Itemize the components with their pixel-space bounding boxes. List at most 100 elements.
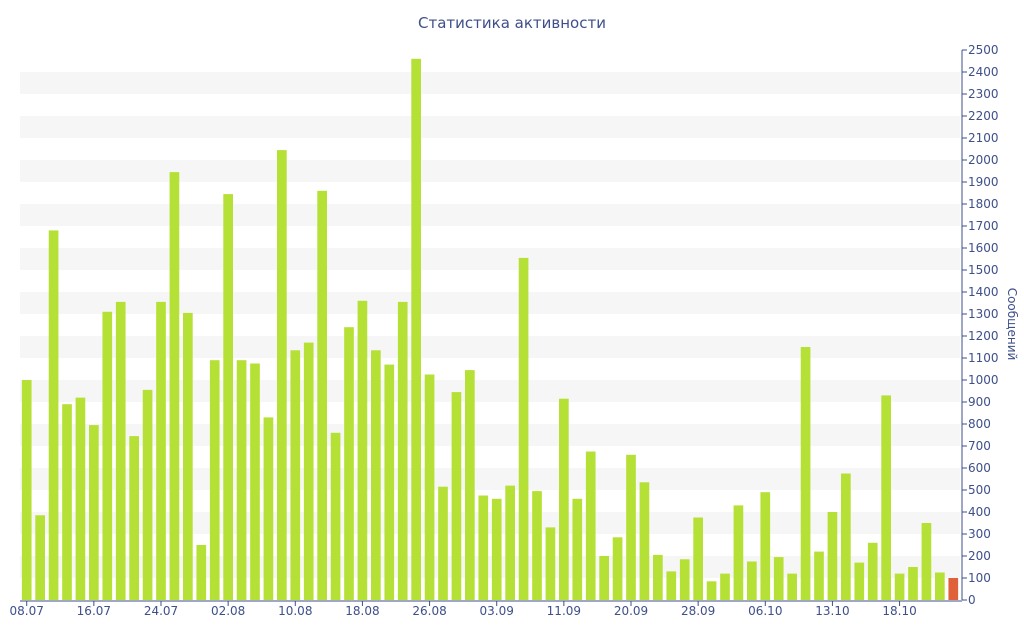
bar[interactable] <box>169 172 180 600</box>
bar[interactable] <box>612 537 623 600</box>
bar[interactable] <box>156 301 166 600</box>
bar[interactable] <box>639 482 650 600</box>
bar[interactable] <box>263 417 274 600</box>
bar[interactable] <box>75 397 86 600</box>
bar[interactable] <box>478 495 489 601</box>
y-tick-label: 2400 <box>968 65 999 79</box>
y-tick-label: 500 <box>968 483 991 497</box>
bar[interactable] <box>236 360 247 600</box>
y-tick-label: 300 <box>968 527 991 541</box>
y-tick-label: 1000 <box>968 373 999 387</box>
bar[interactable] <box>733 505 744 600</box>
y-tick-label: 100 <box>968 571 991 585</box>
bar[interactable] <box>357 300 368 600</box>
bar[interactable] <box>183 312 193 600</box>
bar[interactable] <box>344 327 354 600</box>
bar[interactable] <box>317 190 327 601</box>
bar[interactable] <box>679 559 690 600</box>
bar[interactable] <box>196 545 207 600</box>
bar[interactable] <box>773 557 784 600</box>
bar[interactable] <box>62 404 72 600</box>
y-tick-label: 1100 <box>968 351 999 365</box>
bar[interactable] <box>814 551 824 600</box>
bar[interactable] <box>921 523 932 600</box>
x-tick-label: 18.10 <box>882 604 916 618</box>
bar[interactable] <box>559 398 569 600</box>
bar[interactable] <box>424 374 435 601</box>
bar[interactable] <box>371 350 381 600</box>
y-tick-label: 600 <box>968 461 991 475</box>
bar[interactable] <box>115 301 126 600</box>
bar[interactable] <box>290 350 301 600</box>
bar[interactable] <box>330 432 341 600</box>
bar[interactable] <box>626 454 636 600</box>
x-tick-label: 24.07 <box>144 604 178 618</box>
y-tick-label: 1700 <box>968 219 999 233</box>
bar[interactable] <box>653 554 663 600</box>
bar[interactable] <box>102 311 113 600</box>
y-tick-label: 2300 <box>968 87 999 101</box>
bar[interactable] <box>451 392 462 600</box>
bar[interactable] <box>881 395 891 600</box>
bar[interactable] <box>827 512 838 600</box>
bar[interactable] <box>800 347 811 600</box>
bar[interactable] <box>841 473 851 601</box>
bar[interactable] <box>438 486 448 600</box>
bar[interactable] <box>599 556 609 600</box>
bar[interactable] <box>250 363 260 601</box>
grid-band <box>20 248 960 270</box>
bar[interactable] <box>894 573 905 600</box>
y-tick-label: 1200 <box>968 329 999 343</box>
y-tick-label: 1400 <box>968 285 999 299</box>
bar[interactable] <box>666 571 677 600</box>
bar[interactable] <box>223 194 233 600</box>
bar[interactable] <box>491 498 502 600</box>
bar[interactable] <box>518 257 529 600</box>
x-tick-label: 03.09 <box>480 604 514 618</box>
bar[interactable] <box>411 58 421 601</box>
grid-band <box>20 292 960 314</box>
bar[interactable] <box>209 360 220 600</box>
x-tick-label: 18.08 <box>345 604 379 618</box>
bar[interactable] <box>572 498 583 600</box>
bar[interactable] <box>142 389 153 600</box>
bar[interactable] <box>505 485 515 600</box>
bar[interactable] <box>21 380 32 600</box>
bar[interactable] <box>89 425 99 600</box>
bar[interactable] <box>303 342 314 600</box>
bar[interactable] <box>129 436 139 600</box>
y-tick-label: 800 <box>968 417 991 431</box>
x-tick-label: 28.09 <box>681 604 715 618</box>
bar[interactable] <box>545 527 556 600</box>
grid-band <box>20 336 960 358</box>
bar[interactable] <box>760 492 771 600</box>
bar[interactable] <box>867 542 878 600</box>
y-tick-label: 400 <box>968 505 991 519</box>
bar[interactable] <box>787 573 797 600</box>
bar[interactable] <box>585 451 596 601</box>
bar[interactable] <box>908 567 918 600</box>
x-tick-label: 11.09 <box>547 604 581 618</box>
y-tick-label: 2000 <box>968 153 999 167</box>
bar[interactable] <box>854 562 865 600</box>
grid-bands <box>20 72 960 578</box>
bar[interactable] <box>720 573 730 600</box>
x-tick-label: 26.08 <box>412 604 446 618</box>
bar[interactable] <box>465 370 475 600</box>
x-tick-label: 02.08 <box>211 604 245 618</box>
bar[interactable] <box>384 364 395 600</box>
bar[interactable] <box>935 572 945 601</box>
bar[interactable] <box>693 517 703 601</box>
bar[interactable] <box>48 230 59 600</box>
y-axis-title: Сообщений <box>1005 288 1019 361</box>
bar[interactable] <box>706 581 717 600</box>
y-tick-label: 2500 <box>968 43 999 57</box>
bar[interactable] <box>397 301 408 600</box>
bar[interactable] <box>35 515 45 600</box>
bar[interactable] <box>948 578 959 600</box>
bar[interactable] <box>277 150 287 600</box>
bar[interactable] <box>532 491 542 600</box>
bar[interactable] <box>747 561 757 601</box>
x-tick-label: 06.10 <box>748 604 782 618</box>
y-tick-label: 700 <box>968 439 991 453</box>
